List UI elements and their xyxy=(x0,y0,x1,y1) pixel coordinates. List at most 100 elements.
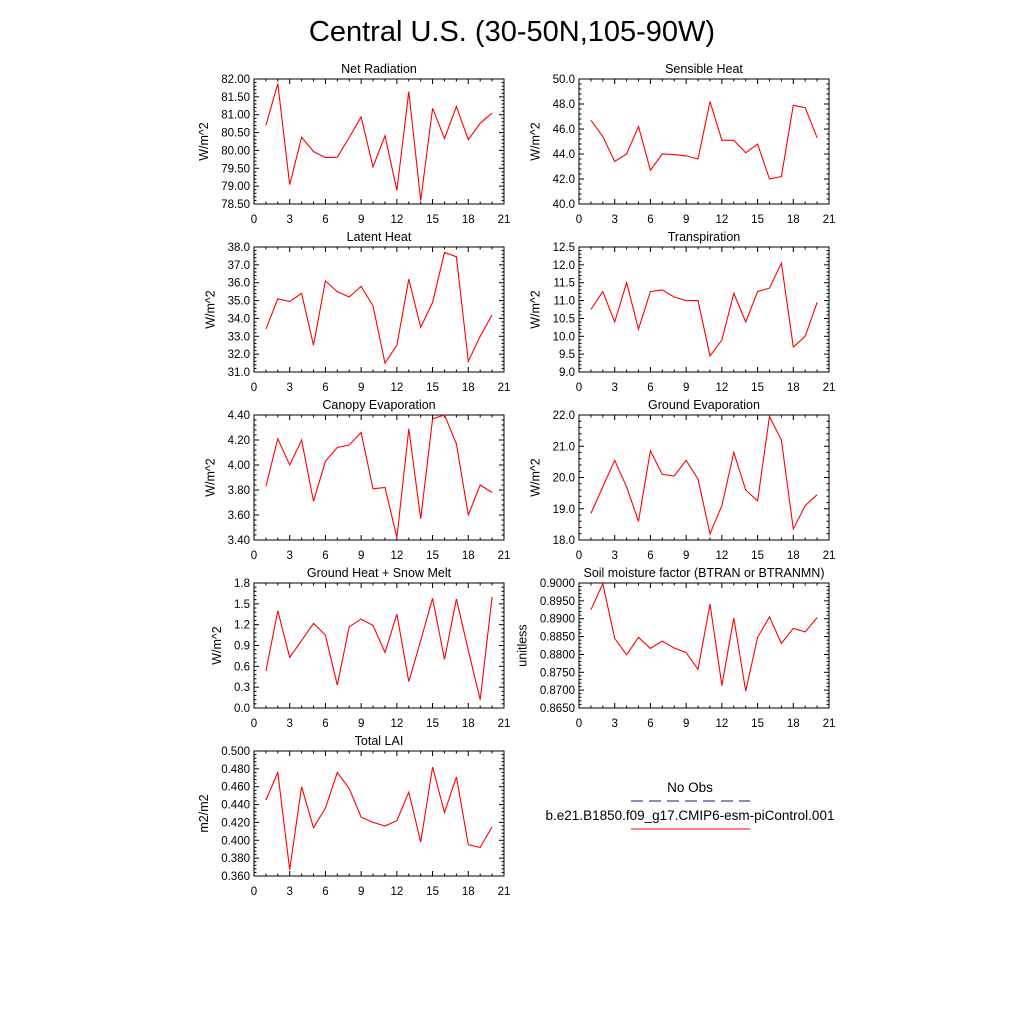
x-tick-label: 21 xyxy=(498,718,511,730)
panel-title: Net Radiation xyxy=(341,62,417,76)
legend: No Obs b.e21.B1850.f09_g17.CMIP6-esm-piC… xyxy=(546,780,834,830)
y-tick-label: 0.8750 xyxy=(540,667,575,679)
plot-frame xyxy=(578,582,830,709)
y-tick-label: 9.5 xyxy=(559,349,575,361)
y-tick-label: 3.40 xyxy=(228,535,250,547)
panel-title: Ground Evaporation xyxy=(648,398,760,412)
series-line xyxy=(265,596,493,700)
x-tick-label: 3 xyxy=(612,382,618,394)
y-tick-label: 81.00 xyxy=(221,110,250,122)
y-tick-label: 78.50 xyxy=(221,199,250,211)
x-tick-label: 3 xyxy=(612,214,618,226)
panel-title: Soil moisture factor (BTRAN or BTRANMN) xyxy=(583,566,824,580)
panel-3: Latent Heat 0 3 6 9 12 15 18 21 31.0 32.0 33.0 34.0 3… xyxy=(204,230,511,394)
series-line xyxy=(590,101,818,180)
panel-title: Canopy Evaporation xyxy=(322,398,435,412)
y-tick-label: 0.9000 xyxy=(540,578,575,590)
x-tick-label: 12 xyxy=(390,718,403,730)
y-tick-label: 50.0 xyxy=(553,74,575,86)
y-tick-label: 9.0 xyxy=(559,367,575,379)
y-tick-label: 0.440 xyxy=(221,800,250,812)
y-axis-label: W/m^2 xyxy=(197,122,211,161)
x-tick-label: 18 xyxy=(462,550,475,562)
y-axis-label: W/m^2 xyxy=(204,458,218,497)
y-tick-label: 11.0 xyxy=(553,296,575,308)
y-tick-label: 33.0 xyxy=(228,331,250,343)
y-tick-label: 12.5 xyxy=(553,242,575,254)
panel-7: Ground Heat + Snow Melt 0 3 6 9 12 15 18 21 0.0 0.… xyxy=(210,566,510,730)
y-tick-label: 0.480 xyxy=(221,764,250,776)
plot-frame xyxy=(253,78,505,205)
panel-4: Transpiration 0 3 6 9 12 15 18 21 9.0 9.5 10.0 10.5 1… xyxy=(529,230,836,394)
y-tick-label: 10.5 xyxy=(553,313,575,325)
y-tick-label: 42.0 xyxy=(553,174,575,186)
x-tick-label: 0 xyxy=(576,550,582,562)
y-tick-label: 19.0 xyxy=(553,504,575,516)
x-tick-label: 3 xyxy=(287,214,293,226)
panel-9: Total LAI 0 3 6 9 12 15 18 21 0.360 0.380 0.400 0.42… xyxy=(197,734,510,898)
x-tick-label: 0 xyxy=(576,214,582,226)
panel-8: Soil moisture factor (BTRAN or BTRANMN) 0… xyxy=(515,566,835,730)
y-tick-label: 20.0 xyxy=(553,473,575,485)
x-tick-label: 21 xyxy=(498,886,511,898)
series-line xyxy=(590,581,818,692)
x-tick-label: 12 xyxy=(715,214,728,226)
y-axis-label: unitless xyxy=(515,624,529,666)
plot-frame xyxy=(253,750,505,877)
y-tick-label: 0.6 xyxy=(234,661,250,673)
y-tick-label: 32.0 xyxy=(228,349,250,361)
x-tick-label: 12 xyxy=(390,214,403,226)
x-tick-label: 12 xyxy=(390,550,403,562)
x-tick-label: 9 xyxy=(358,214,364,226)
y-tick-label: 36.0 xyxy=(228,278,250,290)
y-tick-label: 38.0 xyxy=(228,242,250,254)
y-tick-label: 79.50 xyxy=(221,163,250,175)
panel-title: Latent Heat xyxy=(347,230,412,244)
x-tick-label: 3 xyxy=(287,886,293,898)
y-tick-label: 80.00 xyxy=(221,145,250,157)
y-tick-label: 4.20 xyxy=(228,435,250,447)
y-tick-label: 0.3 xyxy=(234,682,250,694)
x-tick-label: 12 xyxy=(390,886,403,898)
x-tick-label: 21 xyxy=(498,382,511,394)
x-tick-label: 18 xyxy=(787,382,800,394)
x-tick-label: 9 xyxy=(358,886,364,898)
y-tick-label: 80.50 xyxy=(221,128,250,140)
y-tick-label: 44.0 xyxy=(553,149,575,161)
y-tick-label: 37.0 xyxy=(228,260,250,272)
series-line xyxy=(265,251,493,365)
y-tick-label: 35.0 xyxy=(228,296,250,308)
x-tick-label: 21 xyxy=(823,718,836,730)
x-tick-label: 3 xyxy=(612,550,618,562)
plot-frame xyxy=(578,78,830,205)
y-tick-label: 0.8700 xyxy=(540,685,575,697)
x-tick-label: 0 xyxy=(251,382,257,394)
x-tick-label: 21 xyxy=(823,382,836,394)
y-axis-label: m2/m2 xyxy=(197,794,211,832)
y-tick-label: 18.0 xyxy=(553,535,575,547)
x-tick-label: 0 xyxy=(251,550,257,562)
y-tick-label: 10.0 xyxy=(553,331,575,343)
panels: Net Radiation 0 3 6 9 12 15 18 21 78.50 79.00 79.50… xyxy=(197,62,835,898)
y-tick-label: 12.0 xyxy=(553,260,575,272)
y-axis-label: W/m^2 xyxy=(529,290,543,329)
y-tick-label: 1.5 xyxy=(234,599,250,611)
x-tick-label: 15 xyxy=(751,550,764,562)
y-axis-label: W/m^2 xyxy=(204,290,218,329)
y-tick-label: 1.2 xyxy=(234,620,250,632)
x-tick-label: 12 xyxy=(715,382,728,394)
x-tick-label: 6 xyxy=(322,550,328,562)
x-tick-label: 18 xyxy=(787,214,800,226)
x-tick-label: 0 xyxy=(251,886,257,898)
x-tick-label: 15 xyxy=(751,382,764,394)
series-line xyxy=(265,766,493,870)
y-tick-label: 1.8 xyxy=(234,578,250,590)
x-tick-label: 6 xyxy=(647,214,653,226)
plot-frame xyxy=(578,246,830,373)
y-tick-label: 0.9 xyxy=(234,641,250,653)
x-tick-label: 3 xyxy=(287,718,293,730)
x-tick-label: 6 xyxy=(647,550,653,562)
panel-6: Ground Evaporation 0 3 6 9 12 15 18 21 18.0 19.0 20… xyxy=(529,398,836,562)
x-tick-label: 9 xyxy=(358,718,364,730)
x-tick-label: 3 xyxy=(287,550,293,562)
